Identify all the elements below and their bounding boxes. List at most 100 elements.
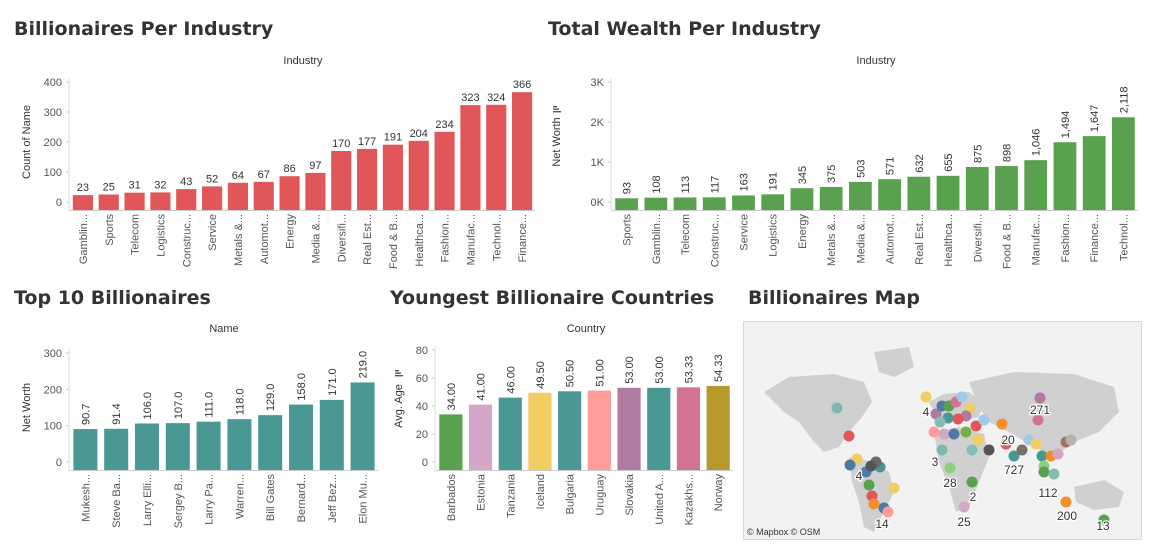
- map-dot: [844, 459, 856, 471]
- x-tick-label: Sports: [622, 214, 634, 246]
- x-tick-label: Elon Mu...: [358, 474, 370, 524]
- bar: [498, 397, 522, 470]
- map-attribution: © Mapbox © OSM: [747, 527, 821, 537]
- x-tick-label: Finance...: [1089, 214, 1101, 262]
- bar: [644, 197, 668, 210]
- data-label: 106.0: [142, 392, 154, 420]
- map-dot: [928, 426, 940, 438]
- x-tick-label: Metals &...: [826, 214, 838, 266]
- data-label: 323: [461, 92, 479, 104]
- data-label: 32: [154, 179, 166, 191]
- data-label: 129.0: [265, 384, 277, 412]
- bar: [279, 176, 300, 210]
- x-tick-label: Technol...: [491, 214, 503, 261]
- data-label: 158.0: [296, 373, 308, 401]
- y-tick-label: 100: [44, 167, 62, 179]
- bar: [460, 105, 481, 210]
- y-tick-label: 300: [44, 348, 62, 360]
- x-tick-label: Bulgaria: [565, 473, 577, 514]
- map-dot: [1098, 514, 1110, 526]
- x-tick-label: Sergey B...: [173, 474, 185, 528]
- data-label: 111.0: [204, 392, 216, 418]
- data-label: 366: [513, 79, 531, 91]
- y-tick-label: 2K: [591, 117, 605, 129]
- bar: [176, 189, 197, 210]
- data-label: 170: [332, 138, 350, 150]
- bar: [907, 176, 931, 210]
- top10-chart[interactable]: Name Net Worth 0 100 200 300 90.7 Mukesh... 91.4…: [0, 320, 385, 545]
- map-dot: [966, 444, 978, 456]
- map-dot: [972, 434, 984, 446]
- x-tick-label: Diversifi...: [972, 214, 984, 262]
- map-dot: [996, 418, 1008, 430]
- map-dot: [970, 420, 982, 432]
- data-label: 107.0: [173, 392, 185, 420]
- x-tick-label: Metals &...: [233, 214, 245, 266]
- x-tick-label: Manufac...: [465, 214, 477, 265]
- map-dot: [960, 426, 972, 438]
- map-dot: [863, 479, 875, 491]
- data-label: 118.0: [234, 388, 246, 415]
- map-dot: [948, 428, 960, 440]
- youngest-countries-chart[interactable]: Country Avg. Age 0 20 40 60 80 34.00 Barbados 41.…: [390, 320, 738, 545]
- map-dot: [1030, 438, 1042, 450]
- data-label: 177: [358, 136, 376, 148]
- x-tick-label: Telecom: [130, 214, 142, 255]
- bar: [790, 188, 814, 210]
- sort-icon: [395, 370, 403, 377]
- x-tick-label: Real Est...: [362, 214, 374, 265]
- bar: [258, 415, 283, 470]
- y-axis-label: Count of Name: [21, 105, 33, 179]
- bar: [196, 421, 221, 470]
- y-tick-label: 1K: [591, 157, 605, 169]
- map-dot: [934, 416, 946, 428]
- x-tick-label: Energy: [285, 214, 297, 249]
- bar: [72, 195, 93, 210]
- bar: [965, 167, 989, 210]
- data-label: 234: [435, 119, 453, 131]
- bar: [486, 104, 507, 210]
- column-header: Industry: [283, 55, 323, 67]
- data-label: 345: [797, 166, 809, 184]
- x-tick-label: Construc...: [181, 214, 193, 267]
- bar: [319, 399, 344, 470]
- map-dot: [888, 482, 900, 494]
- map-canvas: 4 271 20 3 727 28 2 112 25 200 13 4 14: [764, 347, 1124, 534]
- bar: [558, 391, 582, 470]
- bar: [995, 166, 1018, 210]
- bar: [732, 195, 755, 210]
- data-label: 23: [77, 182, 89, 194]
- data-label: 41.00: [476, 373, 488, 401]
- land-shape: [764, 374, 872, 452]
- x-tick-label: Healthca...: [414, 214, 426, 267]
- x-tick-label: Telecom: [680, 214, 692, 255]
- bar: [673, 197, 697, 210]
- bar: [647, 387, 671, 470]
- y-tick-label: 300: [44, 107, 62, 119]
- bar: [73, 429, 98, 470]
- data-label: 51.00: [594, 359, 606, 387]
- x-tick-label: Construc...: [709, 214, 721, 267]
- bar: [936, 175, 960, 210]
- industry-count-chart[interactable]: Industry Count of Name 0 100 200 300 400 23 Gamb…: [0, 52, 545, 280]
- y-tick-label: 200: [44, 384, 62, 396]
- x-tick-label: Gamblin...: [78, 214, 90, 264]
- title-top10: Top 10 Billionaires: [14, 287, 211, 309]
- map-dot: [1000, 438, 1012, 450]
- data-label: 49.50: [535, 361, 547, 389]
- x-tick-label: Automot...: [259, 214, 271, 264]
- x-tick-label: Diversifi...: [336, 214, 348, 262]
- y-tick-label: 100: [44, 421, 62, 433]
- industry-wealth-chart[interactable]: Industry Net Worth 0K 1K 2K 3K 93 Sports 108 Gamb…: [548, 52, 1148, 280]
- x-tick-label: Healthca...: [943, 214, 955, 267]
- billionaires-map[interactable]: 4 271 20 3 727 28 2 112 25 200 13 4 14 © Mapbox © OS…: [743, 321, 1142, 540]
- map-dot: [1032, 414, 1044, 426]
- data-label: 25: [103, 182, 115, 194]
- bar: [434, 131, 455, 210]
- map-count-label: 14: [875, 517, 889, 531]
- x-tick-label: Automot...: [885, 214, 897, 264]
- data-label: 53.00: [624, 356, 636, 384]
- bar: [468, 404, 493, 470]
- map-dot: [938, 428, 950, 440]
- bar: [848, 181, 872, 210]
